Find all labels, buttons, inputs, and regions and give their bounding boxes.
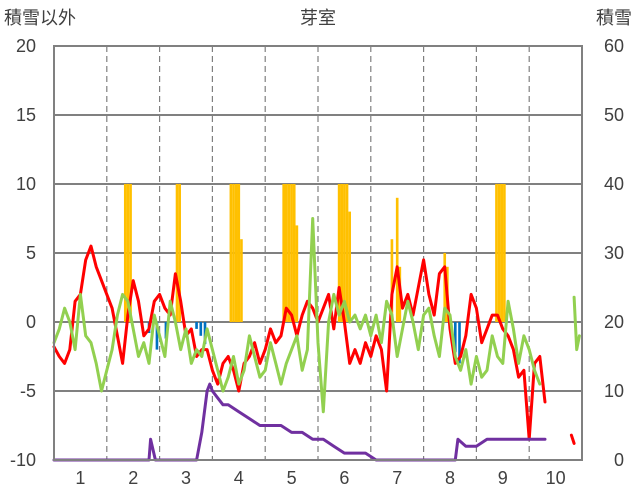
bar-orange xyxy=(232,184,235,322)
bar-orange xyxy=(390,239,394,322)
bar-blue xyxy=(453,322,457,353)
y-right-label: 積雪 xyxy=(596,8,632,28)
y-left-label: 積雪以外 xyxy=(4,8,76,28)
bar-blue xyxy=(155,322,159,350)
y-left-tick-label: 20 xyxy=(16,36,36,56)
bar-orange xyxy=(285,184,288,322)
y-right-tick-label: 20 xyxy=(604,312,624,332)
bar-orange xyxy=(340,184,344,322)
y-right-tick-label: 10 xyxy=(604,381,624,401)
y-left-tick-label: 5 xyxy=(26,243,36,263)
y-right-tick-label: 40 xyxy=(604,174,624,194)
bar-blue xyxy=(458,322,461,364)
x-tick-label: 7 xyxy=(392,468,402,488)
series-line xyxy=(572,295,581,352)
bar-orange xyxy=(345,184,349,322)
x-tick-label: 10 xyxy=(546,468,566,488)
y-right-tick-label: 60 xyxy=(604,36,624,56)
x-tick-label: 6 xyxy=(339,468,349,488)
bar-orange xyxy=(129,184,132,322)
bar-orange xyxy=(237,184,241,322)
x-tick-label: 1 xyxy=(75,468,85,488)
x-tick-label: 5 xyxy=(287,468,297,488)
y-right-tick-label: 0 xyxy=(614,450,624,470)
y-left-tick-label: 15 xyxy=(16,105,36,125)
x-tick-label: 2 xyxy=(128,468,138,488)
bar-orange xyxy=(229,184,233,322)
bar-orange xyxy=(443,253,447,322)
y-left-tick-label: -5 xyxy=(20,381,36,401)
bar-orange xyxy=(178,184,181,322)
bar-orange xyxy=(123,184,127,322)
bar-orange xyxy=(290,184,293,322)
bar-orange xyxy=(495,184,498,322)
bar-orange xyxy=(287,184,291,322)
x-tick-label: 8 xyxy=(445,468,455,488)
series-line xyxy=(52,217,542,414)
x-tick-label: 9 xyxy=(498,468,508,488)
series-line xyxy=(569,433,576,445)
y-left-tick-label: 10 xyxy=(16,174,36,194)
bar-blue xyxy=(195,322,198,329)
bar-orange xyxy=(175,184,179,322)
x-tick-label: 4 xyxy=(234,468,244,488)
y-left-tick-label: 0 xyxy=(26,312,36,332)
bar-orange xyxy=(234,184,238,322)
bar-orange xyxy=(295,225,299,322)
bar-orange xyxy=(343,184,346,322)
x-tick-label: 3 xyxy=(181,468,191,488)
bar-orange xyxy=(500,184,504,322)
bar-orange xyxy=(497,184,501,322)
bar-orange xyxy=(126,184,130,322)
bar-orange xyxy=(292,184,296,322)
bar-blue xyxy=(199,322,203,336)
bar-orange xyxy=(282,184,285,322)
bar-orange xyxy=(395,197,399,322)
plot-frame xyxy=(53,45,583,461)
series-line xyxy=(52,244,547,441)
bar-orange xyxy=(503,184,506,322)
bar-orange xyxy=(240,239,243,322)
y-left-tick-label: -10 xyxy=(10,450,36,470)
y-right-tick-label: 30 xyxy=(604,243,624,263)
y-right-tick-label: 50 xyxy=(604,105,624,125)
bar-orange xyxy=(337,184,341,322)
chart-title: 芽室 xyxy=(300,8,336,28)
bar-orange xyxy=(348,211,351,322)
